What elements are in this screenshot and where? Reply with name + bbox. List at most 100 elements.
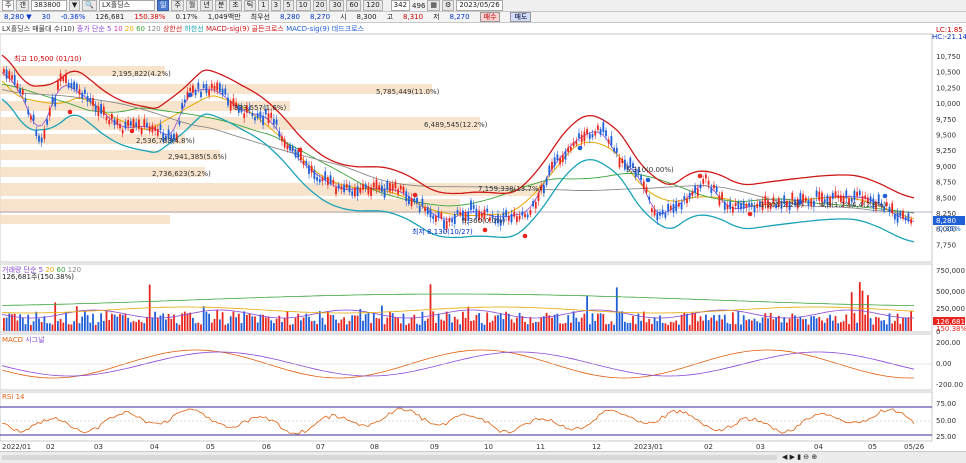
- candle-body: [513, 211, 516, 217]
- legend-ma10[interactable]: 10: [113, 25, 123, 33]
- period-week-button[interactable]: 주: [171, 0, 184, 11]
- stock-code-input[interactable]: 383800: [30, 0, 67, 11]
- candle-body: [615, 147, 618, 153]
- volume-bar: [634, 324, 637, 331]
- volume-bar: [505, 311, 507, 331]
- candle-body: [848, 198, 850, 205]
- legend-vol-ma120[interactable]: 120: [67, 266, 82, 274]
- legend-ma5[interactable]: 종가 단순 5: [76, 25, 112, 33]
- volume-bar: [786, 322, 788, 331]
- date-input[interactable]: 2023/05/26: [456, 0, 503, 11]
- cross-marker: [129, 128, 135, 134]
- y-tick: 750,000: [936, 267, 965, 275]
- date-tick: 06: [262, 443, 271, 451]
- candle-body: [518, 215, 521, 220]
- legend-signal[interactable]: 시그널: [25, 336, 45, 344]
- legend-vol-ma60[interactable]: 60: [56, 266, 66, 274]
- buy-button[interactable]: 매수: [479, 12, 501, 22]
- volume-bar: [35, 311, 38, 331]
- search-icon[interactable]: ▼: [68, 0, 81, 11]
- candle-body: [599, 128, 602, 135]
- sell-button[interactable]: 매도: [510, 12, 532, 22]
- candle-body: [432, 215, 435, 219]
- legend-golden-cross[interactable]: MACD-sig(9) 골든크로스: [205, 25, 284, 33]
- volume-bar: [11, 314, 13, 331]
- volume-bar: [243, 311, 246, 331]
- volume-bar: [831, 320, 834, 331]
- market-select[interactable]: 주: [2, 0, 15, 11]
- search-button-icon[interactable]: 🔍: [82, 0, 98, 11]
- data-count-field[interactable]: 342: [390, 0, 411, 11]
- candle-body: [437, 211, 440, 218]
- legend-rsi[interactable]: RSI 14: [2, 393, 25, 401]
- volume-bar: [100, 313, 102, 331]
- period-year-button[interactable]: 년: [200, 0, 213, 11]
- bid-price: 8,270: [310, 13, 331, 21]
- volume-bar: [132, 321, 135, 331]
- interval-10-button[interactable]: 10: [295, 0, 311, 11]
- period-minute-button[interactable]: 분: [214, 0, 228, 11]
- scroll-bar[interactable]: ◀ ▶ ▮ ⊖ ⊕: [0, 451, 966, 463]
- legend-ma20[interactable]: 20: [124, 25, 134, 33]
- candle-body: [243, 113, 246, 119]
- candle-body: [381, 185, 383, 192]
- volume-bar: [173, 314, 175, 331]
- period-month-button[interactable]: 월: [185, 0, 199, 11]
- volume-bar: [513, 322, 516, 331]
- candle-body: [321, 177, 324, 182]
- period-second-button[interactable]: 초: [229, 0, 242, 11]
- interval-1-button[interactable]: 1: [258, 0, 269, 11]
- price-change-pct: -0.36%: [60, 13, 86, 21]
- volume-bar: [807, 324, 810, 331]
- candle-body: [316, 177, 318, 181]
- volume-bar: [791, 313, 794, 331]
- candle-body: [821, 192, 823, 203]
- volume-bar: [815, 318, 818, 331]
- volume-bar: [124, 313, 127, 331]
- legend-vol-ma5[interactable]: 거래량 단순 5: [2, 266, 44, 274]
- legend-ma60[interactable]: 60: [136, 25, 145, 33]
- candle-body: [478, 210, 480, 220]
- volume-bar: [391, 313, 394, 331]
- interval-120-button[interactable]: 120: [363, 0, 383, 11]
- candle-body: [629, 157, 632, 168]
- date-tick: 03: [756, 443, 765, 451]
- candle-body: [694, 185, 696, 193]
- candle-body: [597, 125, 599, 130]
- volume-bar: [30, 324, 32, 331]
- interval-20-button[interactable]: 20: [312, 0, 328, 11]
- calendar-icon[interactable]: ▦: [427, 0, 441, 11]
- candle-body: [30, 115, 32, 120]
- legend-dead-cross[interactable]: MACD-sig(9) 데드크로스: [286, 25, 364, 33]
- legend-volume-profile[interactable]: LX홀딩스 매물대 수(10): [2, 25, 75, 33]
- candle-body: [602, 122, 605, 133]
- legend-upper-band[interactable]: 상한선: [162, 25, 183, 33]
- candle-body: [686, 198, 688, 204]
- candle-body: [737, 201, 740, 209]
- candle-body: [291, 146, 294, 151]
- legend-lower-band[interactable]: 하한선: [184, 25, 204, 33]
- volume-bar: [394, 317, 397, 331]
- scroll-buttons[interactable]: ◀ ▶ ▮ ⊖ ⊕: [782, 453, 818, 461]
- period-day-button[interactable]: 일: [157, 0, 170, 11]
- candle-body: [162, 132, 165, 142]
- gan-toggle[interactable]: 갠: [16, 0, 29, 11]
- period-tick-button[interactable]: 틱: [243, 0, 257, 11]
- interval-5-button[interactable]: 5: [283, 0, 294, 11]
- interval-60-button[interactable]: 60: [346, 0, 362, 11]
- volume-bar: [491, 320, 494, 331]
- candle-body: [170, 134, 173, 141]
- max-price-label: 최고 10,500 (01/10): [14, 54, 82, 63]
- cross-marker: [797, 199, 803, 205]
- candle-body: [678, 202, 680, 207]
- settings-gear-icon[interactable]: ⚙: [442, 0, 455, 11]
- interval-30-button[interactable]: 30: [329, 0, 345, 11]
- candle-body: [826, 195, 829, 204]
- scroll-track[interactable]: [2, 455, 777, 460]
- legend-vol-ma20[interactable]: 20: [45, 266, 55, 274]
- legend-ma120[interactable]: 120: [147, 25, 161, 33]
- legend-macd[interactable]: MACD: [2, 336, 23, 344]
- volume-bar: [108, 320, 111, 331]
- interval-3-button[interactable]: 3: [270, 0, 282, 11]
